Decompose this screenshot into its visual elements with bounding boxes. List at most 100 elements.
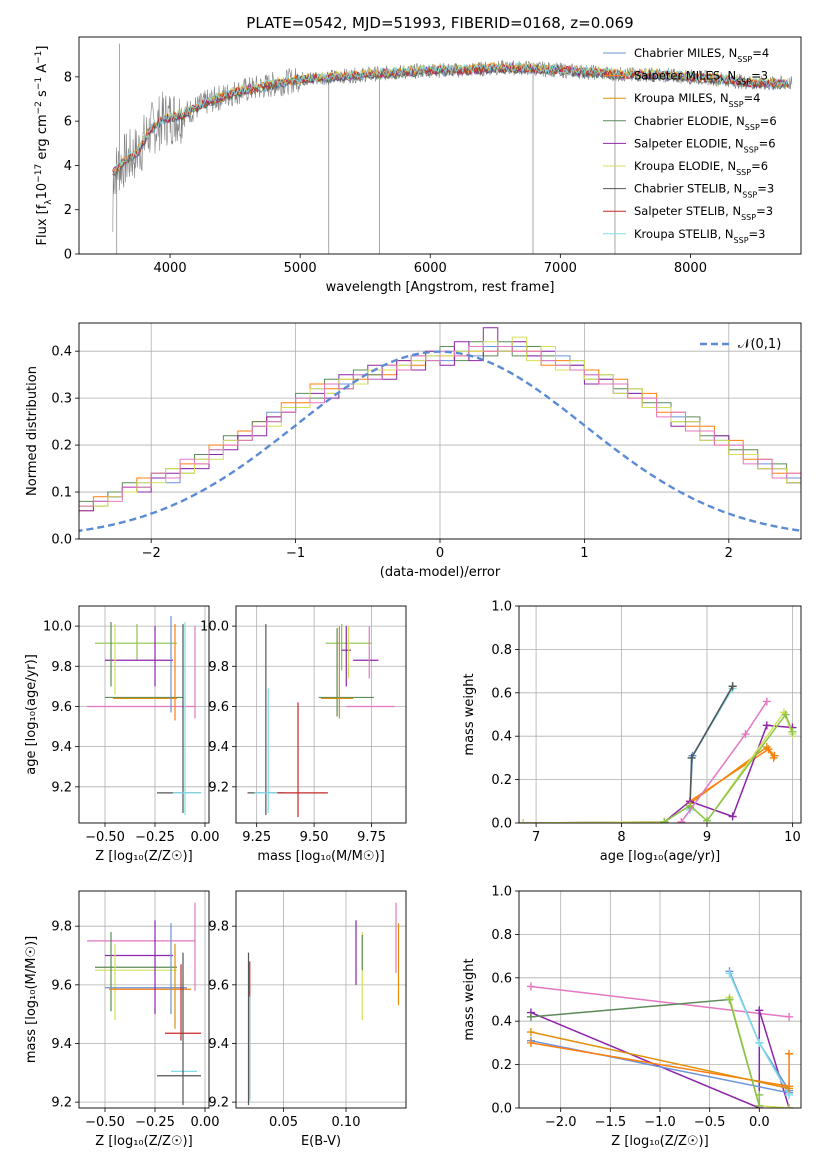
- y-axis-label: Flux [fλ10−17 erg cm−2 s−1 A−1]: [34, 46, 54, 246]
- x-tick-label: 10: [784, 830, 801, 845]
- y-axis-label-part: Flux [f: [35, 204, 50, 245]
- mass-weight-series-8: [728, 999, 761, 1107]
- x-tick-label: 9: [703, 830, 711, 845]
- legend-label-sub: SSP: [736, 77, 751, 86]
- y-tick-label: 9.8: [208, 660, 229, 675]
- x-tick-label: 5000: [284, 261, 317, 276]
- y-tick-label: 0.2: [491, 773, 512, 788]
- y-tick-label: 0.4: [491, 1015, 512, 1030]
- histogram-series-3: [79, 327, 801, 512]
- x-tick-label: 2: [725, 546, 733, 561]
- y-axis-label-part: −17: [34, 164, 44, 183]
- y-tick-label: 9.6: [208, 978, 229, 993]
- y-tick-label: 9.2: [208, 780, 229, 795]
- x-tick-label: 9.25: [242, 830, 271, 845]
- x-tick-label: 7000: [544, 261, 577, 276]
- mass-weight-series-1: [530, 1010, 790, 1108]
- plot-area: [247, 902, 400, 1106]
- mass-weight-marker: [725, 969, 734, 978]
- x-axis-label: (data-model)/error: [380, 565, 501, 580]
- x-tick-label: −0.25: [135, 830, 175, 845]
- chart-panels: 4000 5000 6000 7000 8000 0 2 4 6 8 wavelength [Ang…: [24, 36, 802, 1149]
- legend-label-sub: SSP: [742, 190, 757, 199]
- histogram-series-5: [79, 346, 801, 512]
- mass-weight-marker: [526, 1038, 535, 1047]
- y-tick-label: 0.0: [491, 817, 512, 832]
- y-tick-label: 6: [64, 115, 72, 130]
- mass-weight-series-5: [523, 724, 793, 823]
- x-tick-label: −1.0: [644, 1115, 676, 1130]
- x-axis-label: Z [log₁₀(Z/Z☉)]: [95, 1134, 192, 1149]
- x-tick-label: 0.10: [332, 1115, 361, 1130]
- legend-label-sub: SSP: [741, 213, 756, 222]
- x-tick-label: 0: [436, 546, 444, 561]
- legend-label-sub: SSP: [744, 145, 759, 154]
- x-tick-label: 6000: [414, 261, 447, 276]
- x-tick-label: 1: [580, 546, 588, 561]
- mass-weight-marker: [788, 727, 797, 736]
- plot-area: [519, 682, 797, 823]
- plot-area: [87, 616, 201, 815]
- mass-weight-marker: [785, 1084, 794, 1093]
- y-tick-label: 0.8: [491, 928, 512, 943]
- x-axis-label: Z [log₁₀(Z/Z☉)]: [95, 849, 192, 864]
- mass-weight-series-6: [523, 710, 794, 823]
- y-tick-label: 0.1: [51, 486, 72, 501]
- x-tick-label: 8: [617, 830, 625, 845]
- plot-area: [87, 902, 201, 1106]
- x-tick-label: 0.00: [191, 1115, 220, 1130]
- y-tick-label: 2: [64, 203, 72, 218]
- y-axis-label: mass weight: [462, 958, 477, 1040]
- legend-label-tail: =6: [760, 114, 777, 128]
- y-tick-label: 9.4: [208, 1037, 229, 1052]
- x-tick-label: −0.25: [135, 1115, 175, 1130]
- y-axis-label-part: −1: [34, 51, 44, 64]
- mass-weight-marker: [755, 1006, 764, 1015]
- y-tick-label: 9.6: [208, 700, 229, 715]
- mass-weight-marker: [526, 1028, 535, 1037]
- x-tick-label: 0.00: [191, 830, 220, 845]
- y-tick-label: 9.4: [208, 740, 229, 755]
- x-axis-label: age [log₁₀(age/yr)]: [600, 849, 721, 864]
- legend-label: Kroupa ELODIE, NSSP=6: [634, 159, 768, 177]
- legend-label-tail: =3: [757, 182, 774, 196]
- legend-label-sub: SSP: [745, 122, 760, 131]
- mass-weight-series-7: [530, 1031, 790, 1090]
- axes-frame: [78, 322, 802, 540]
- legend-label-tail: =6: [759, 136, 776, 150]
- y-tick-label: 9.8: [208, 920, 229, 935]
- x-tick-label: −2.0: [545, 1115, 577, 1130]
- mass-weight-marker: [728, 812, 737, 821]
- legend-label: Salpeter STELIB, NSSP=3: [634, 204, 773, 222]
- y-axis-label: Normed distribution: [25, 366, 40, 496]
- legend-label-tail: =3: [751, 69, 768, 83]
- histogram-series-2: [79, 341, 801, 512]
- x-tick-label: −1.5: [595, 1115, 627, 1130]
- mass-weight-marker: [781, 710, 790, 719]
- mass-weight-marker: [785, 1049, 794, 1058]
- y-tick-label: 8: [64, 70, 72, 85]
- y-axis-label-part: 10: [35, 183, 50, 200]
- axes-frame: [235, 890, 407, 1109]
- axes-frame: [235, 605, 407, 824]
- plot-area: [526, 967, 794, 1108]
- y-axis-label-part: A: [35, 64, 50, 77]
- y-axis-label: age [log₁₀(age/yr)]: [24, 654, 39, 775]
- y-axis-label-part: erg cm: [35, 114, 50, 163]
- y-tick-label: 4: [64, 159, 72, 174]
- y-tick-label: 0.6: [491, 686, 512, 701]
- y-tick-label: 9.2: [51, 780, 72, 795]
- figure-title: PLATE=0542, MJD=51993, FIBERID=0168, z=0…: [246, 14, 633, 32]
- y-tick-label: 0.6: [491, 971, 512, 986]
- mass-weight-marker: [785, 1104, 794, 1108]
- y-axis-label-part: ]: [35, 46, 50, 51]
- y-tick-label: 0.2: [491, 1058, 512, 1073]
- mass-weight-marker: [687, 753, 696, 762]
- legend-label-tail: =3: [749, 227, 766, 241]
- y-tick-label: 0.0: [491, 1102, 512, 1117]
- x-tick-label: −2: [142, 546, 161, 561]
- panel-mass_vs_ebv: 0.05 0.10 9.2 9.4 9.6 9.8 E(B-V): [208, 890, 407, 1149]
- mass-weight-series-8: [680, 701, 768, 823]
- mass-weight-series-3: [689, 745, 775, 805]
